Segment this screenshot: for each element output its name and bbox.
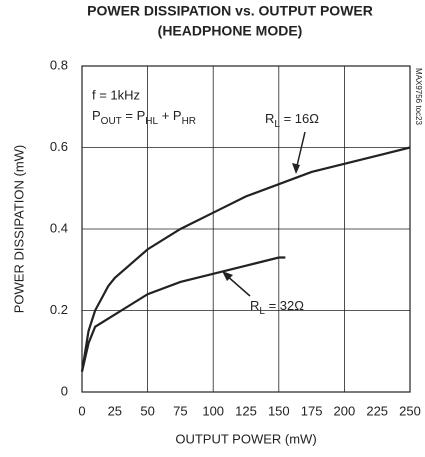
x-tick-label: 125	[235, 403, 257, 418]
line	[80, 146, 411, 372]
legend-label-part: R	[265, 111, 274, 126]
y-tick-label: 0.6	[50, 139, 68, 154]
chart-title: (HEADPHONE MODE)	[158, 23, 303, 39]
legend-label-part: L	[274, 119, 280, 130]
annotation-part: OUT	[101, 116, 122, 127]
legend-label-part: R	[250, 298, 259, 313]
y-tick-label: 0.4	[50, 220, 68, 235]
annotation: f = 1kHz	[92, 87, 140, 102]
legend-label: RL = 16Ω	[265, 111, 319, 129]
x-tick-label: 0	[78, 403, 85, 418]
legend-label: RL = 32Ω	[250, 298, 304, 316]
y-tick-label: 0.2	[50, 302, 68, 317]
annotation: POUT = PHL + PHR	[92, 108, 196, 126]
annotation-part: = P	[122, 108, 146, 123]
annotation-part: HL	[145, 116, 158, 127]
x-tick-label: 100	[202, 403, 224, 418]
x-tick-label: 225	[366, 403, 388, 418]
x-tick-label: 175	[301, 403, 323, 418]
x-axis-label: OUTPUT POWER (mW)	[175, 431, 316, 446]
arrow-head	[222, 271, 233, 281]
x-tick-label: 250	[399, 403, 421, 418]
x-tick-label: 50	[140, 403, 154, 418]
line	[80, 256, 286, 372]
legend-label-part: = 16Ω	[280, 111, 319, 126]
legend-label-part: = 32Ω	[265, 298, 304, 313]
annotation-part: P	[92, 108, 101, 123]
x-tick-label: 25	[108, 403, 122, 418]
arrow-head	[292, 163, 300, 174]
chart-title: POWER DISSIPATION vs. OUTPUT POWER	[87, 3, 373, 19]
y-tick-label: 0.8	[50, 57, 68, 72]
annotation-part: HR	[182, 116, 196, 127]
arrow	[225, 274, 251, 297]
y-tick-label: 0	[61, 383, 68, 398]
legend-label-part: L	[259, 306, 265, 317]
watermark: MAX9756 toc23	[414, 68, 423, 125]
y-axis-label: POWER DISSIPATION (mW)	[11, 145, 26, 314]
x-tick-label: 75	[173, 403, 187, 418]
x-tick-label: 150	[268, 403, 290, 418]
annotation-part: + P	[158, 108, 182, 123]
x-tick-label: 200	[334, 403, 356, 418]
arrow	[295, 131, 306, 171]
